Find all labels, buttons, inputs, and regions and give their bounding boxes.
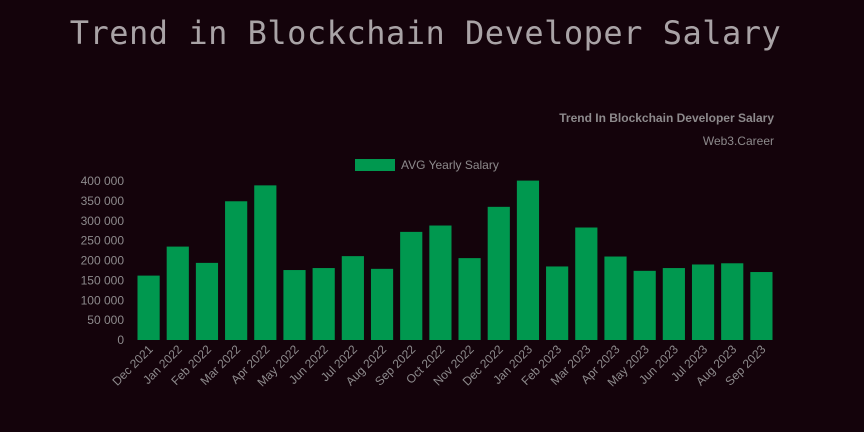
bar[interactable] [575, 227, 598, 340]
bar[interactable] [487, 206, 510, 340]
bar[interactable] [662, 268, 685, 340]
bar[interactable] [225, 201, 248, 340]
bar[interactable] [370, 268, 394, 340]
bar[interactable] [312, 268, 335, 340]
legend[interactable]: AVG Yearly Salary [355, 158, 499, 172]
y-tick-label: 250 000 [81, 234, 125, 248]
bar[interactable] [137, 275, 160, 340]
chart-title: Trend In Blockchain Developer Salary [559, 111, 774, 125]
y-tick-label: 100 000 [81, 293, 125, 307]
bar[interactable] [546, 266, 569, 340]
bar[interactable] [195, 262, 219, 340]
bar[interactable] [721, 263, 744, 340]
bar[interactable] [750, 272, 773, 340]
bar[interactable] [429, 225, 452, 340]
bar[interactable] [458, 258, 481, 340]
bar[interactable] [166, 246, 189, 340]
page-title: Trend in Blockchain Developer Salary [69, 14, 782, 52]
y-axis: 0 50 000 100 000 150 000 200 000 250 000 300 0… [81, 174, 125, 347]
bar[interactable] [633, 270, 656, 340]
y-tick-label: 350 000 [81, 194, 125, 208]
y-tick-label: 150 000 [81, 273, 125, 287]
bar[interactable] [604, 256, 627, 340]
legend-swatch [355, 159, 395, 171]
bar[interactable] [400, 231, 423, 340]
bars [137, 180, 773, 340]
y-tick-label: 400 000 [81, 174, 125, 188]
bar[interactable] [341, 256, 364, 340]
bar[interactable] [254, 185, 277, 340]
y-tick-label: 0 [117, 333, 124, 347]
legend-label: AVG Yearly Salary [401, 158, 499, 172]
y-tick-label: 300 000 [81, 214, 125, 228]
y-tick-label: 200 000 [81, 254, 125, 268]
y-tick-label: 50 000 [87, 313, 124, 327]
bar[interactable] [283, 270, 306, 340]
bar[interactable] [516, 180, 540, 340]
chart-subtitle: Web3.Career [703, 134, 774, 148]
bar[interactable] [691, 264, 715, 340]
